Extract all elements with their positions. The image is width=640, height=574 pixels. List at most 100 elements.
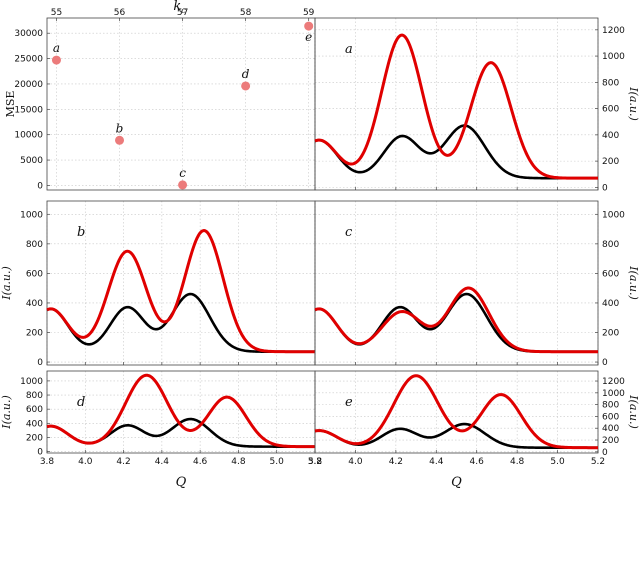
x-tick-label: 5.0: [550, 457, 565, 467]
data-point: [178, 180, 188, 190]
point-label: c: [179, 166, 186, 180]
x-axis-label: Q: [176, 475, 187, 490]
panel-mse: 0 5000 10000 15000 20000 25000 30000 55 56 57 58 59…: [4, 0, 316, 191]
plot-frame: [314, 200, 599, 366]
x-tick-label: 4.0: [78, 457, 93, 467]
plot-frame: [46, 370, 316, 454]
plot-frame: [46, 200, 316, 366]
y-tick-label: 0: [602, 183, 608, 193]
y-tick-label: 1000: [602, 210, 625, 220]
panel-label: d: [77, 395, 85, 410]
y-tick-label: 400: [26, 419, 43, 429]
x-tick-label: 4.8: [231, 457, 246, 467]
series-line-red: [314, 374, 599, 450]
point-label: a: [53, 41, 60, 55]
data-point: [304, 21, 314, 31]
y-tick-label: 1000: [20, 377, 43, 387]
panel-label: a: [345, 42, 353, 57]
point-label: d: [242, 67, 250, 81]
y-tick-label: 400: [602, 131, 619, 141]
x-tick-label: 4.0: [348, 457, 363, 467]
y-tick-label: 200: [602, 436, 619, 446]
series-line-red: [314, 33, 599, 180]
series-line-black: [314, 422, 598, 449]
y-tick-label: 20000: [14, 80, 43, 90]
x-tick-label: 3.8: [308, 457, 323, 467]
y-tick-label: 600: [26, 405, 43, 415]
y-tick-label: 800: [602, 401, 619, 411]
x-tick-label: 5.2: [591, 457, 605, 467]
y-tick-label: 25000: [14, 55, 43, 65]
y-tick-label: 200: [602, 328, 619, 338]
x-tick-label: 4.4: [155, 457, 170, 467]
x-tick-label: 4.2: [116, 457, 130, 467]
y-tick-label: 800: [602, 240, 619, 250]
data-point: [241, 81, 251, 91]
y-tick-label: 5000: [20, 156, 43, 166]
panel-c: 0 200 400 600 800 1000 I(a.u.) c: [314, 200, 640, 368]
y-tick-label: 0: [37, 181, 43, 191]
y-axis-label: MSE: [4, 91, 17, 118]
y-tick-label: 400: [26, 299, 43, 309]
x-tick-label: 3.8: [40, 457, 55, 467]
series-line-red: [314, 286, 599, 354]
x-tick-label: 59: [303, 8, 315, 18]
y-tick-label: 0: [602, 448, 608, 458]
panel-label: c: [345, 225, 353, 240]
plot-frame: [46, 17, 316, 191]
y-tick-label: 15000: [14, 105, 43, 115]
series-line-black: [314, 124, 598, 180]
point-label: e: [305, 30, 312, 44]
y-tick-label: 1200: [602, 26, 625, 36]
y-tick-label: 0: [37, 448, 43, 458]
series-line-red: [46, 373, 316, 449]
y-axis-label: I(a.u.): [0, 266, 13, 301]
y-tick-label: 1000: [602, 52, 625, 62]
y-tick-label: 600: [602, 105, 619, 115]
x-tick-label: 4.6: [470, 457, 485, 467]
panel-label: e: [345, 395, 353, 410]
x-tick-label: 5.0: [270, 457, 285, 467]
y-tick-label: 200: [26, 328, 43, 338]
y-tick-label: 0: [37, 358, 43, 368]
y-axis-label: I(a.u.): [627, 86, 640, 121]
y-tick-label: 200: [26, 433, 43, 443]
x-tick-label: 58: [240, 8, 252, 18]
panel-a: 0 200 400 600 800 1000 1200 I(a.u.) a: [314, 17, 640, 193]
y-tick-label: 600: [602, 412, 619, 422]
x-tick-label: 56: [114, 8, 126, 18]
y-tick-label: 10000: [14, 131, 43, 141]
y-tick-label: 0: [602, 358, 608, 368]
y-axis-label: I(a.u.): [627, 265, 640, 300]
y-tick-label: 1000: [20, 210, 43, 220]
y-tick-label: 400: [602, 299, 619, 309]
y-tick-label: 1200: [602, 377, 625, 387]
panel-d: 0 200 400 600 800 1000 3.8 4.0 4.2 4.4 4.6 4.8 5.0 5.…: [0, 370, 322, 490]
x-tick-label: 57: [177, 8, 188, 18]
point-label: b: [116, 121, 124, 135]
x-tick-label: 4.2: [389, 457, 403, 467]
x-axis-label: kc: [173, 0, 186, 15]
x-tick-label: 4.4: [429, 457, 444, 467]
y-tick-label: 800: [26, 391, 43, 401]
x-tick-label: 55: [51, 8, 62, 18]
data-point: [115, 135, 125, 145]
y-axis-label: I(a.u.): [0, 395, 13, 430]
x-tick-label: 4.6: [193, 457, 208, 467]
y-tick-label: 800: [26, 240, 43, 250]
y-axis-label: I(a.u.): [627, 394, 640, 429]
y-tick-label: 400: [602, 424, 619, 434]
y-tick-label: 600: [602, 269, 619, 279]
series-line-red: [46, 229, 316, 354]
panel-b: 0 200 400 600 800 1000 I(a.u.) b: [0, 200, 316, 368]
y-tick-label: 800: [602, 78, 619, 88]
plot-frame: [314, 17, 599, 191]
y-tick-label: 600: [26, 269, 43, 279]
x-tick-label: 4.8: [510, 457, 525, 467]
y-tick-label: 1000: [602, 389, 625, 399]
y-tick-label: 200: [602, 157, 619, 167]
data-point: [51, 55, 61, 65]
x-axis-label-subscript: c: [181, 6, 186, 15]
